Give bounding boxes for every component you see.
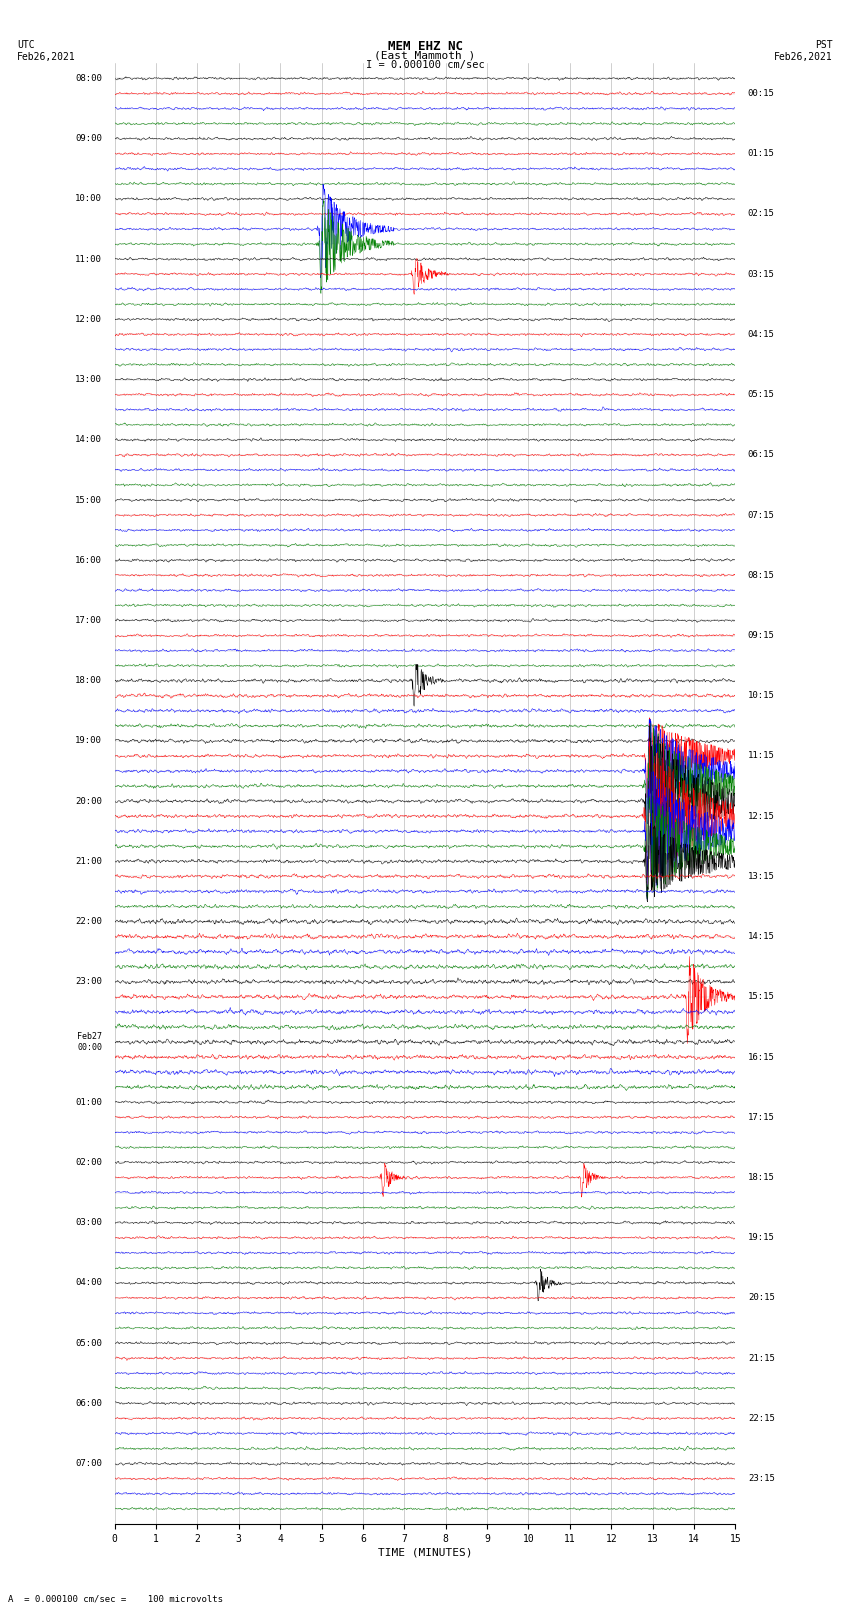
Text: 21:15: 21:15 (748, 1353, 774, 1363)
Text: 11:00: 11:00 (76, 255, 102, 263)
Text: 02:00: 02:00 (76, 1158, 102, 1166)
Text: (East Mammoth ): (East Mammoth ) (374, 50, 476, 60)
Text: 23:00: 23:00 (76, 977, 102, 986)
Text: 19:00: 19:00 (76, 737, 102, 745)
Text: 06:15: 06:15 (748, 450, 774, 460)
Text: 09:00: 09:00 (76, 134, 102, 144)
Text: MEM EHZ NC: MEM EHZ NC (388, 40, 462, 53)
Text: A  = 0.000100 cm/sec =    100 microvolts: A = 0.000100 cm/sec = 100 microvolts (8, 1594, 224, 1603)
Text: 16:15: 16:15 (748, 1053, 774, 1061)
Text: 22:15: 22:15 (748, 1415, 774, 1423)
Text: 20:00: 20:00 (76, 797, 102, 805)
Text: 08:15: 08:15 (748, 571, 774, 579)
Text: 20:15: 20:15 (748, 1294, 774, 1302)
Text: 04:00: 04:00 (76, 1279, 102, 1287)
Text: 18:15: 18:15 (748, 1173, 774, 1182)
Text: 17:00: 17:00 (76, 616, 102, 624)
Text: 00:15: 00:15 (748, 89, 774, 98)
Text: 13:00: 13:00 (76, 376, 102, 384)
Text: Feb27
00:00: Feb27 00:00 (77, 1032, 102, 1052)
Text: 03:00: 03:00 (76, 1218, 102, 1227)
Text: 12:00: 12:00 (76, 315, 102, 324)
Text: 23:15: 23:15 (748, 1474, 774, 1482)
Text: 07:15: 07:15 (748, 511, 774, 519)
Text: 16:00: 16:00 (76, 556, 102, 565)
Text: 14:15: 14:15 (748, 932, 774, 940)
Text: 08:00: 08:00 (76, 74, 102, 82)
Text: 14:00: 14:00 (76, 436, 102, 444)
Text: 01:00: 01:00 (76, 1098, 102, 1107)
Text: 03:15: 03:15 (748, 269, 774, 279)
Text: 18:00: 18:00 (76, 676, 102, 686)
Text: PST
Feb26,2021: PST Feb26,2021 (774, 40, 833, 61)
X-axis label: TIME (MINUTES): TIME (MINUTES) (377, 1548, 473, 1558)
Text: 07:00: 07:00 (76, 1460, 102, 1468)
Text: 10:15: 10:15 (748, 692, 774, 700)
Text: 10:00: 10:00 (76, 195, 102, 203)
Text: 11:15: 11:15 (748, 752, 774, 760)
Text: 15:15: 15:15 (748, 992, 774, 1002)
Text: UTC
Feb26,2021: UTC Feb26,2021 (17, 40, 76, 61)
Text: 01:15: 01:15 (748, 150, 774, 158)
Text: 22:00: 22:00 (76, 918, 102, 926)
Text: 19:15: 19:15 (748, 1234, 774, 1242)
Text: 12:15: 12:15 (748, 811, 774, 821)
Text: 21:00: 21:00 (76, 857, 102, 866)
Text: 05:15: 05:15 (748, 390, 774, 398)
Text: 05:00: 05:00 (76, 1339, 102, 1347)
Text: 04:15: 04:15 (748, 331, 774, 339)
Text: 15:00: 15:00 (76, 495, 102, 505)
Text: I = 0.000100 cm/sec: I = 0.000100 cm/sec (366, 60, 484, 69)
Text: 09:15: 09:15 (748, 631, 774, 640)
Text: 02:15: 02:15 (748, 210, 774, 218)
Text: 06:00: 06:00 (76, 1398, 102, 1408)
Text: 13:15: 13:15 (748, 873, 774, 881)
Text: 17:15: 17:15 (748, 1113, 774, 1121)
